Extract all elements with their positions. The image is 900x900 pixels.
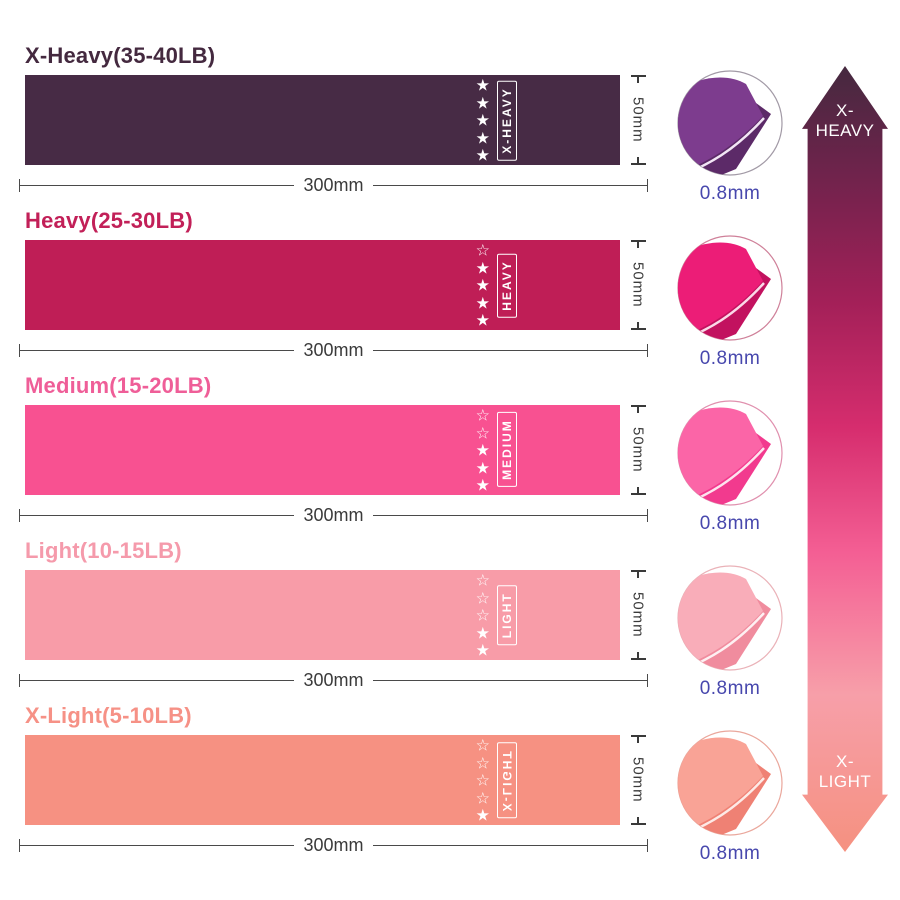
height-dimension-label: 50mm xyxy=(629,757,647,803)
dimension-tick-top xyxy=(630,240,646,248)
dimension-line xyxy=(372,679,647,681)
dimension-tick-bottom xyxy=(630,652,646,660)
dimension-tick-top xyxy=(630,735,646,743)
dimension-tick xyxy=(19,838,20,852)
width-dimension-label: 300mm xyxy=(303,835,364,855)
arrow-top-label: X- HEAVY xyxy=(815,101,875,141)
band-grade-label: LIGHT xyxy=(497,585,517,645)
thickness-circle xyxy=(676,729,784,837)
strength-gradient-arrow xyxy=(802,66,888,852)
dimension-line xyxy=(20,349,295,351)
dimension-line xyxy=(372,514,647,516)
star-rating: ★ ★ ★ ★ ★ xyxy=(475,75,490,165)
band-grade-label: MEDIUM xyxy=(497,412,517,488)
dimension-tick-top xyxy=(630,570,646,578)
thickness-label: 0.8mm xyxy=(699,678,761,699)
width-dimension: 300mm xyxy=(19,340,648,360)
star-rating: ☆ ☆ ☆ ★ ★ xyxy=(475,570,490,660)
thickness-label: 0.8mm xyxy=(699,513,761,534)
dimension-tick-top xyxy=(630,405,646,413)
height-dimension-label: 50mm xyxy=(629,262,647,308)
band-title: X-Heavy(35-40LB) xyxy=(25,43,216,68)
band-row-light: Light(10-15LB) ☆ ☆ ☆ ★ ★ LIGHT 300mm 50m… xyxy=(0,537,900,702)
dimension-tick xyxy=(647,343,648,357)
width-dimension-label: 300mm xyxy=(303,505,364,525)
thickness-circle xyxy=(676,564,784,672)
dimension-line xyxy=(20,679,295,681)
height-dimension: 50mm xyxy=(627,405,649,495)
thickness-circle xyxy=(676,69,784,177)
band-mark: ☆ ☆ ☆ ★ ★ LIGHT xyxy=(476,571,517,659)
star-rating: ☆ ☆ ★ ★ ★ xyxy=(475,405,490,495)
height-dimension: 50mm xyxy=(627,240,649,330)
band-mark: ☆ ☆ ☆ ☆ ★ X-LIGHT xyxy=(476,736,517,824)
height-dimension: 50mm xyxy=(627,735,649,825)
band-mark: ★ ★ ★ ★ ★ X-HEAVY xyxy=(476,76,517,164)
thickness-label: 0.8mm xyxy=(699,348,761,369)
width-dimension-label: 300mm xyxy=(303,670,364,690)
height-dimension-label: 50mm xyxy=(629,97,647,143)
dimension-line xyxy=(20,844,295,846)
dimension-tick-top xyxy=(630,75,646,83)
band-swatch: ☆ ☆ ☆ ☆ ★ X-LIGHT xyxy=(25,735,620,825)
dimension-line xyxy=(372,844,647,846)
band-row-x-light: X-Light(5-10LB) ☆ ☆ ☆ ☆ ★ X-LIGHT 300mm … xyxy=(0,702,900,867)
arrow-bottom-label: X- LIGHT xyxy=(818,752,872,792)
dimension-tick xyxy=(19,673,20,687)
band-swatch: ☆ ★ ★ ★ ★ HEAVY xyxy=(25,240,620,330)
star-rating: ☆ ☆ ☆ ☆ ★ xyxy=(475,735,490,825)
width-dimension: 300mm xyxy=(19,835,648,855)
thickness-circle xyxy=(676,399,784,507)
band-swatch: ☆ ☆ ★ ★ ★ MEDIUM xyxy=(25,405,620,495)
band-row-x-heavy: X-Heavy(35-40LB) ★ ★ ★ ★ ★ X-HEAVY 300mm… xyxy=(0,42,900,207)
width-dimension: 300mm xyxy=(19,670,648,690)
thickness-label: 0.8mm xyxy=(699,183,761,204)
height-dimension-label: 50mm xyxy=(629,592,647,638)
dimension-line xyxy=(20,514,295,516)
band-title: Light(10-15LB) xyxy=(25,538,182,563)
band-mark: ☆ ★ ★ ★ ★ HEAVY xyxy=(476,241,517,329)
dimension-tick-bottom xyxy=(630,487,646,495)
width-dimension-label: 300mm xyxy=(303,340,364,360)
band-grade-label: X-HEAVY xyxy=(497,79,517,161)
star-rating: ☆ ★ ★ ★ ★ xyxy=(475,240,490,330)
thickness-label: 0.8mm xyxy=(699,843,761,864)
width-dimension: 300mm xyxy=(19,175,648,195)
folded-band-illustration xyxy=(677,400,783,506)
thickness-circle xyxy=(676,234,784,342)
dimension-tick xyxy=(19,178,20,192)
band-swatch: ★ ★ ★ ★ ★ X-HEAVY xyxy=(25,75,620,165)
dimension-tick xyxy=(19,343,20,357)
folded-band-illustration xyxy=(677,235,783,341)
folded-band-illustration xyxy=(677,70,783,176)
width-dimension: 300mm xyxy=(19,505,648,525)
width-dimension-label: 300mm xyxy=(303,175,364,195)
band-grade-label: X-LIGHT xyxy=(497,742,517,818)
dimension-tick xyxy=(647,178,648,192)
dimension-line xyxy=(372,184,647,186)
dimension-tick xyxy=(647,838,648,852)
folded-band-illustration xyxy=(677,730,783,836)
dimension-tick xyxy=(19,508,20,522)
dimension-line xyxy=(372,349,647,351)
band-title: Heavy(25-30LB) xyxy=(25,208,193,233)
folded-band-illustration xyxy=(677,565,783,671)
height-dimension: 50mm xyxy=(627,75,649,165)
band-row-heavy: Heavy(25-30LB) ☆ ★ ★ ★ ★ HEAVY 300mm 50m… xyxy=(0,207,900,372)
band-swatch: ☆ ☆ ☆ ★ ★ LIGHT xyxy=(25,570,620,660)
dimension-tick xyxy=(647,673,648,687)
band-row-medium: Medium(15-20LB) ☆ ☆ ★ ★ ★ MEDIUM 300mm 5… xyxy=(0,372,900,537)
height-dimension: 50mm xyxy=(627,570,649,660)
dimension-line xyxy=(20,184,295,186)
dimension-tick xyxy=(647,508,648,522)
band-grade-label: HEAVY xyxy=(497,252,517,318)
band-title: Medium(15-20LB) xyxy=(25,373,212,398)
dimension-tick-bottom xyxy=(630,817,646,825)
band-title: X-Light(5-10LB) xyxy=(25,703,192,728)
dimension-tick-bottom xyxy=(630,322,646,330)
band-mark: ☆ ☆ ★ ★ ★ MEDIUM xyxy=(476,406,517,494)
dimension-tick-bottom xyxy=(630,157,646,165)
height-dimension-label: 50mm xyxy=(629,427,647,473)
